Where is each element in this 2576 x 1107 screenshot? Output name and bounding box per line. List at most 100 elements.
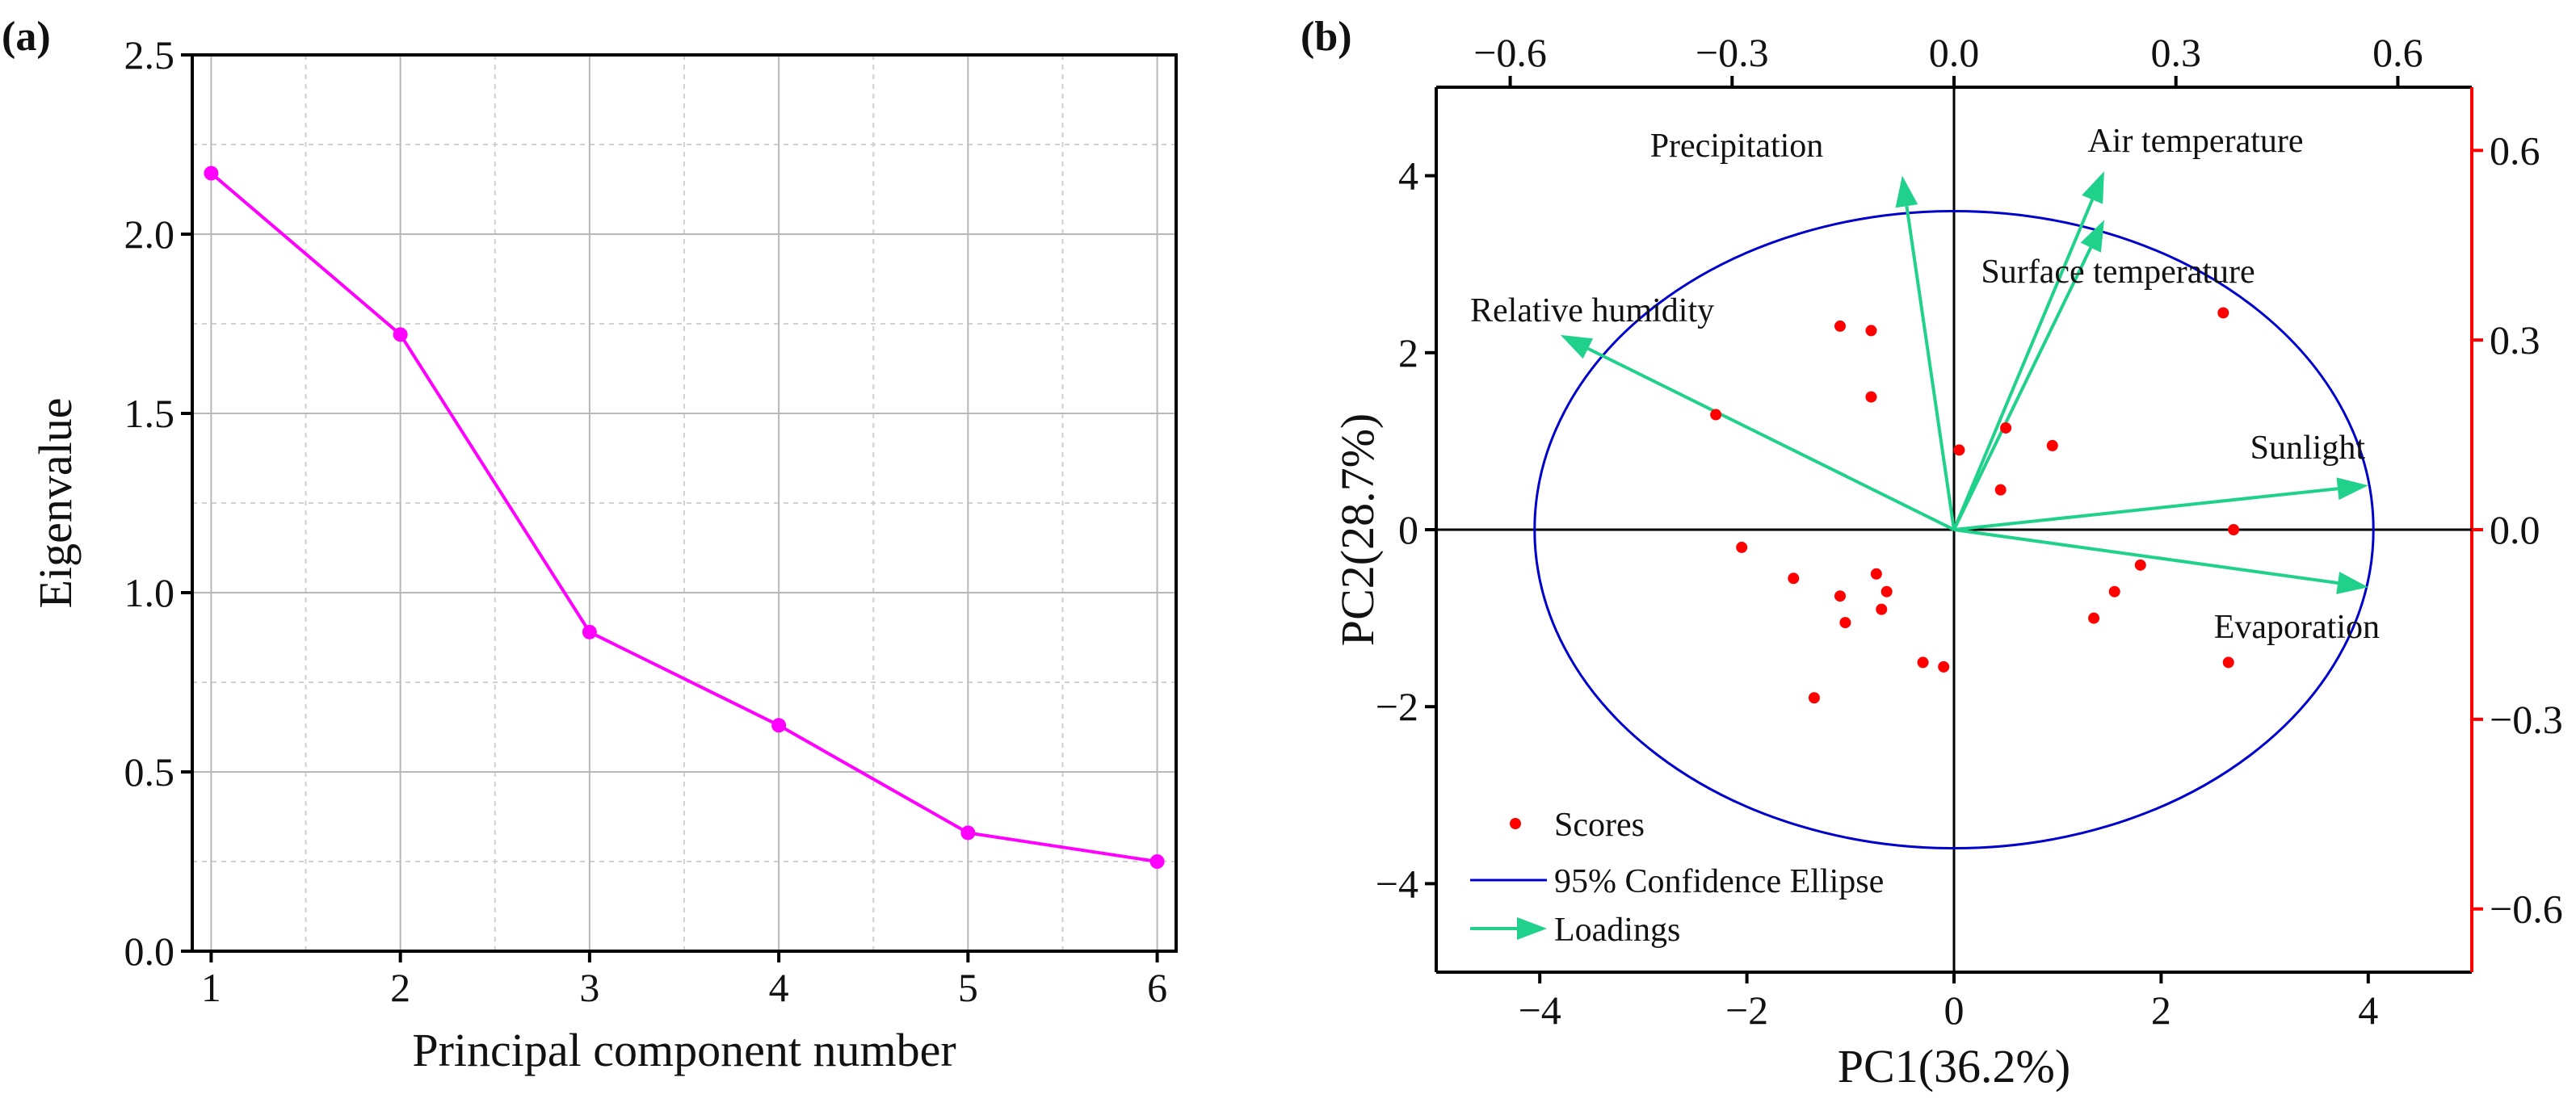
y-tick-label: 1.0 xyxy=(124,570,175,615)
top-tick-label: −0.6 xyxy=(1473,30,1547,75)
panel-a-x-label: Principal component number xyxy=(412,1024,956,1076)
confidence-ellipse xyxy=(1533,209,2375,850)
score-point xyxy=(1834,320,1846,332)
eigenvalue-point xyxy=(582,624,597,639)
right-tick-label: −0.3 xyxy=(2490,697,2563,742)
loading-label: Evaporation xyxy=(2214,609,2380,646)
bottom-tick-label: 4 xyxy=(2358,987,2378,1033)
score-point xyxy=(2108,585,2120,598)
panel-a-frame xyxy=(191,53,1178,953)
loading-label: Relative humidity xyxy=(1470,292,1714,329)
legend-ellipse-label: 95% Confidence Ellipse xyxy=(1554,863,1884,900)
panel-b-x-label: PC1(36.2%) xyxy=(1838,1040,2070,1092)
loading-arrow xyxy=(1952,246,2093,530)
loading-label: Surface temperature xyxy=(1981,254,2255,291)
loading-arrowhead xyxy=(2336,477,2368,501)
panel-a-eigenvalue-chart: (a) 0.0 0.5 1.0 1.5 2.0 2.5 1 2 3 4 5 6 Principal c… xyxy=(2,14,1178,1076)
x-tick-label: 3 xyxy=(579,965,599,1010)
loading-arrowhead xyxy=(1560,334,1594,359)
score-point xyxy=(2088,612,2100,624)
bottom-tick-label: 2 xyxy=(2151,987,2171,1033)
top-tick-label: 0.6 xyxy=(2372,30,2423,75)
panel-b-axis-ticks: −4 −2 0 2 4 −4 −2 0 2 4 −0.6 −0.3 0.0 0.3 0.6 −0.6 −0.3 0… xyxy=(1376,30,2563,1033)
legend-scores-marker xyxy=(1510,818,1521,829)
loading-arrow xyxy=(1953,487,2339,531)
score-point xyxy=(1788,572,1800,585)
y-tick-label: 0.0 xyxy=(124,929,175,974)
y-tick-label: 2.5 xyxy=(124,32,175,78)
top-tick-label: 0.3 xyxy=(2150,30,2201,75)
score-point xyxy=(2046,439,2058,451)
panel-b-y-label: PC2(28.7%) xyxy=(1331,413,1384,646)
eigenvalue-point xyxy=(1149,854,1165,869)
eigenvalue-point xyxy=(393,327,408,342)
x-tick-label: 2 xyxy=(390,965,410,1010)
left-tick-label: 0 xyxy=(1398,507,1418,552)
legend-loadings-arrowhead xyxy=(1517,917,1547,940)
right-tick-label: 0.6 xyxy=(2490,128,2540,173)
score-point xyxy=(1953,444,1965,456)
bottom-tick-label: −2 xyxy=(1725,987,1768,1033)
panel-b-label: (b) xyxy=(1301,14,1352,60)
loading-arrowhead xyxy=(2080,220,2104,253)
y-tick-label: 0.5 xyxy=(124,749,175,795)
right-tick-label: −0.6 xyxy=(2490,887,2563,932)
left-tick-label: −4 xyxy=(1376,861,1418,906)
score-point xyxy=(2217,307,2229,319)
loading-arrow xyxy=(1905,205,1956,530)
score-point xyxy=(2000,421,2012,434)
legend-scores-label: Scores xyxy=(1554,807,1645,844)
score-points xyxy=(1710,307,2240,704)
score-point xyxy=(1865,325,1877,337)
score-point xyxy=(1881,585,1893,598)
eigenvalue-point xyxy=(771,718,787,733)
score-point xyxy=(1839,617,1851,629)
y-tick-label: 1.5 xyxy=(124,391,175,436)
right-tick-label: 0.0 xyxy=(2490,507,2540,552)
score-point xyxy=(2228,524,2240,535)
x-tick-label: 4 xyxy=(769,965,789,1010)
score-point xyxy=(1808,692,1820,704)
x-tick-label: 5 xyxy=(958,965,978,1010)
eigenvalue-point xyxy=(960,825,976,841)
score-point xyxy=(1865,391,1877,403)
eigenvalue-line xyxy=(210,171,1158,863)
bottom-tick-label: −4 xyxy=(1519,987,1561,1033)
x-tick-label: 6 xyxy=(1147,965,1167,1010)
loading-arrowhead xyxy=(2082,171,2104,204)
loading-arrow xyxy=(1953,528,2339,585)
loading-label: Sunlight xyxy=(2250,430,2366,467)
score-point xyxy=(1834,590,1846,602)
panel-a-grid xyxy=(192,54,1176,952)
loading-label: Air temperature xyxy=(2087,123,2303,160)
score-point xyxy=(1710,409,1722,421)
loading-label: Precipitation xyxy=(1650,128,1824,165)
score-point xyxy=(1917,656,1929,669)
score-point xyxy=(2222,656,2234,669)
loading-arrow xyxy=(1952,199,2095,530)
score-point xyxy=(1876,603,1888,615)
score-point xyxy=(2134,559,2146,571)
x-tick-label: 1 xyxy=(201,965,221,1010)
left-tick-label: 2 xyxy=(1398,330,1418,375)
eigenvalue-points xyxy=(204,166,1165,869)
left-tick-label: −2 xyxy=(1376,684,1418,729)
loading-arrowhead xyxy=(1895,175,1918,208)
legend: Scores 95% Confidence Ellipse Loadings xyxy=(1470,807,1884,949)
score-point xyxy=(1736,541,1748,553)
panel-a-label: (a) xyxy=(2,14,51,60)
top-tick-label: −0.3 xyxy=(1696,30,1769,75)
legend-loadings-label: Loadings xyxy=(1554,912,1680,949)
bottom-tick-label: 0 xyxy=(1944,987,1965,1033)
loading-arrow xyxy=(1587,346,1955,531)
score-point xyxy=(1870,568,1882,580)
right-tick-label: 0.3 xyxy=(2490,317,2540,363)
y-tick-label: 2.0 xyxy=(124,212,175,257)
loading-arrowhead xyxy=(2336,572,2368,594)
left-tick-label: 4 xyxy=(1398,153,1418,199)
panel-a-y-label: Eigenvalue xyxy=(29,398,82,609)
score-point xyxy=(1994,484,2007,496)
top-tick-label: 0.0 xyxy=(1929,30,1980,75)
